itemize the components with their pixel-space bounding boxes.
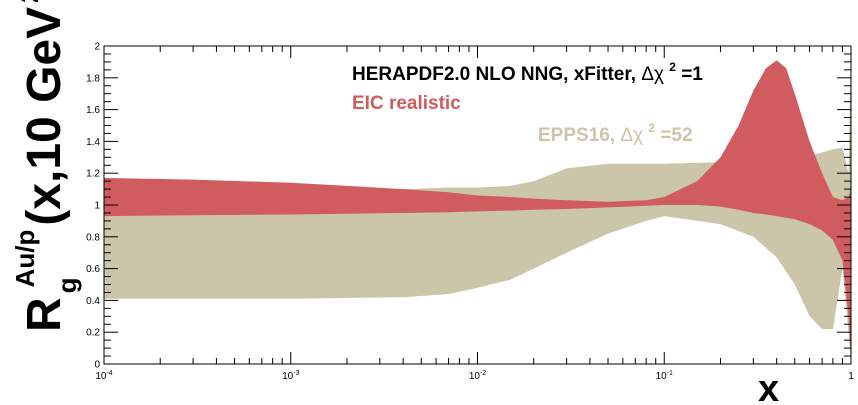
svg-text:R g Au/p (x,: R g Au/p (x,10 GeV 2 )	[10, 0, 82, 332]
legend-epps16-tail: =52	[660, 125, 692, 146]
x-tick-label: 10-2	[469, 370, 486, 382]
y-axis-label: R g Au/p (x,10 GeV 2 )	[10, 0, 82, 332]
x-tick-label: 10-4	[95, 370, 112, 382]
x-tick-label: 10-3	[282, 370, 299, 382]
legend-herapdf-sup: 2	[669, 60, 676, 74]
x-tick-label: 10-1	[656, 370, 673, 382]
legend-epps16: EPPS16, Δχ 2 =52	[538, 116, 693, 146]
y-tick-label: 1	[94, 201, 100, 212]
y-tick-label: 0.2	[86, 328, 100, 339]
legend-eic: EIC realistic	[352, 93, 461, 114]
y-tick-label: 0.4	[86, 296, 100, 307]
ticks-layer: 0 0.2 0.4 0.6 0.8 1 1.2 1.4 1.6 1.8 2 10-4 10-3 10-2 1…	[86, 42, 854, 383]
legend-epps16-text: EPPS16,	[538, 125, 620, 146]
bands-layer	[104, 46, 851, 364]
x-tick-label: 1	[848, 371, 854, 382]
y-tick-label: 0	[94, 360, 100, 371]
legend-herapdf-tail: =1	[681, 64, 703, 85]
legend-herapdf: HERAPDF2.0 NLO NNG, xFitter, Δχ 2 =1	[352, 55, 703, 85]
legend-herapdf-delta: Δχ	[641, 64, 664, 85]
y-tick-label: 1.8	[86, 73, 100, 84]
x-axis-label: x	[758, 368, 779, 405]
y-tick-label: 1.6	[86, 105, 100, 116]
y-label-superscript: Au/p	[10, 230, 40, 288]
y-label-subscript: g	[52, 277, 82, 293]
y-label-r: R	[18, 297, 71, 332]
legend-herapdf-text: HERAPDF2.0 NLO NNG, xFitter,	[352, 64, 641, 85]
y-label-exponent: 2	[14, 0, 44, 3]
y-label-argument: (x,10 GeV	[18, 7, 71, 226]
y-tick-label: 0.6	[86, 264, 100, 275]
y-tick-label: 1.4	[86, 137, 100, 148]
y-tick-label: 0.8	[86, 232, 100, 243]
band-eic-realistic	[104, 60, 851, 357]
y-tick-label: 2	[94, 42, 100, 53]
y-tick-label: 1.2	[86, 169, 100, 180]
legend-epps16-sup: 2	[648, 121, 655, 135]
legend-epps16-delta: Δχ	[620, 125, 643, 146]
